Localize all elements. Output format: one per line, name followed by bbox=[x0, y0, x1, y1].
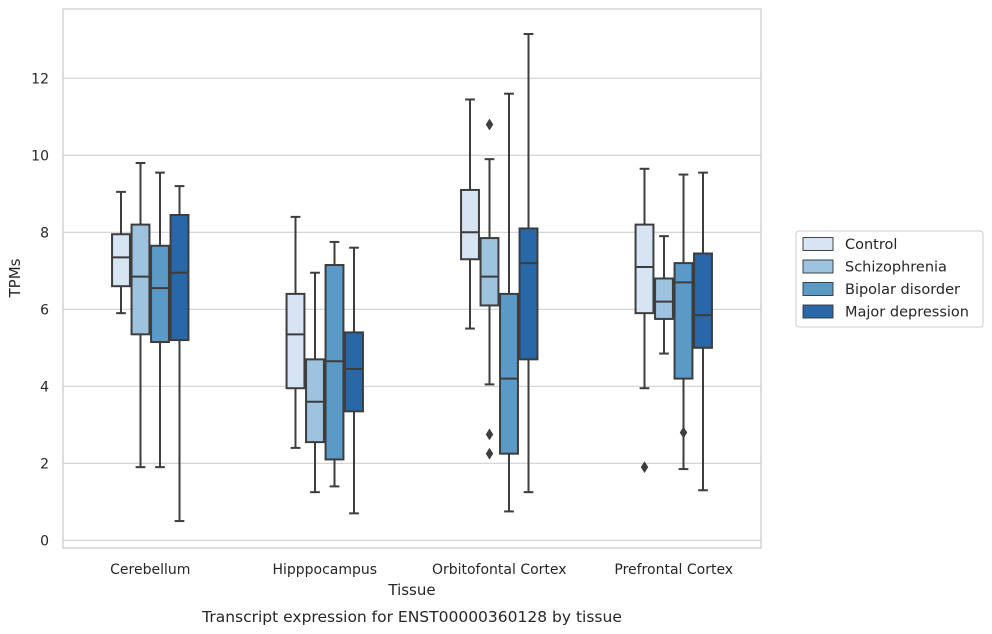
box-group bbox=[130, 162, 151, 469]
y-tick-label: 2 bbox=[40, 456, 49, 472]
outlier-point bbox=[485, 118, 494, 131]
y-axis: 0 2 4 6 8 10 12 bbox=[31, 71, 49, 549]
box bbox=[693, 252, 713, 349]
legend-label: Major depression bbox=[845, 305, 969, 321]
legend-swatch bbox=[802, 237, 834, 251]
box-group bbox=[169, 185, 190, 523]
outlier-point bbox=[679, 426, 688, 439]
box bbox=[479, 237, 500, 307]
y-axis-label: TPMs bbox=[6, 258, 24, 298]
y-tick-label: 12 bbox=[31, 71, 49, 87]
box bbox=[169, 213, 190, 342]
legend-label: Bipolar disorder bbox=[845, 282, 960, 298]
y-tick-label: 0 bbox=[40, 533, 49, 549]
box-group bbox=[285, 215, 306, 449]
box-group bbox=[150, 171, 170, 469]
chart-caption: Transcript expression for ENST0000036012… bbox=[201, 608, 622, 626]
box-group bbox=[693, 171, 713, 492]
box bbox=[150, 244, 170, 344]
legend-label: Control bbox=[845, 237, 897, 253]
y-tick-label: 8 bbox=[40, 225, 49, 241]
legend-swatch bbox=[802, 259, 834, 274]
y-tick-label: 4 bbox=[40, 379, 49, 395]
legend-frame bbox=[795, 230, 984, 328]
legend-label: Schizophrenia bbox=[845, 260, 947, 276]
box-group bbox=[673, 173, 694, 471]
box bbox=[654, 277, 674, 320]
box-group bbox=[460, 98, 480, 330]
outlier-point bbox=[485, 447, 494, 460]
box bbox=[634, 223, 655, 315]
outlier-point bbox=[640, 461, 649, 474]
x-tick-label: Prefrontal Cortex bbox=[614, 562, 733, 578]
box-group bbox=[344, 246, 364, 515]
box-group bbox=[634, 167, 655, 474]
box-group bbox=[324, 240, 345, 488]
box-group bbox=[111, 190, 131, 315]
box bbox=[499, 292, 519, 455]
x-axis-label: Tissue bbox=[387, 581, 435, 599]
box bbox=[285, 292, 306, 390]
box-series bbox=[111, 33, 713, 523]
legend-swatch bbox=[802, 304, 834, 319]
box-group bbox=[479, 118, 500, 460]
legend-swatch bbox=[802, 282, 834, 296]
box-group bbox=[305, 271, 325, 494]
outlier-point bbox=[485, 428, 494, 441]
box bbox=[111, 233, 131, 288]
box bbox=[673, 262, 694, 380]
box bbox=[460, 188, 480, 261]
box bbox=[344, 331, 364, 413]
y-tick-label: 10 bbox=[31, 148, 49, 164]
box bbox=[518, 227, 539, 361]
x-axis: Cerebellum Hipppocampus Orbitofontal Corte… bbox=[110, 562, 733, 578]
box bbox=[130, 223, 151, 336]
box-group bbox=[499, 92, 519, 513]
x-tick-label: Orbitofontal Cortex bbox=[432, 562, 567, 578]
x-tick-label: Hipppocampus bbox=[272, 562, 377, 578]
x-tick-label: Cerebellum bbox=[110, 562, 190, 578]
box-group bbox=[518, 33, 539, 494]
box-group bbox=[654, 235, 674, 355]
y-tick-label: 6 bbox=[40, 302, 49, 318]
legend: Control Schizophrenia Bipolar disorder Majo… bbox=[795, 230, 984, 328]
plot-area-frame bbox=[62, 8, 762, 549]
